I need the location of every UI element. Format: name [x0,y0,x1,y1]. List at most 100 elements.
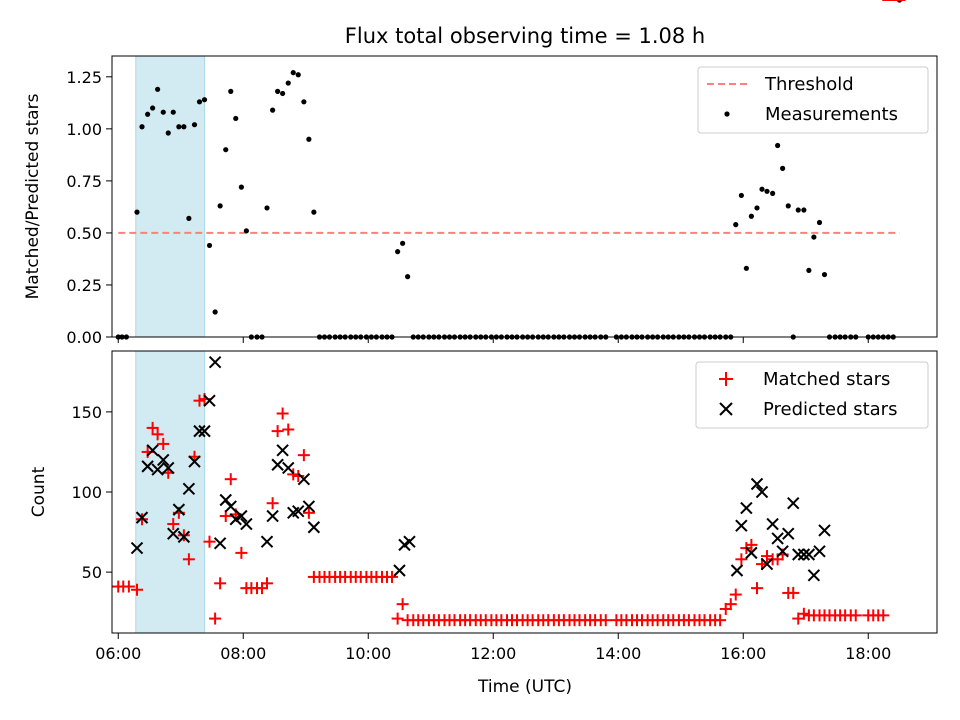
measurement-point [165,130,171,136]
y-tick-label: 150 [71,403,102,422]
measurement-point [395,249,401,255]
legend-matched-label: Matched stars [763,369,890,390]
matched-star-point [151,428,164,441]
predicted-star-point [240,517,253,531]
ratio-panel: 0.00 0.25 0.50 0.75 1.00 1.25 Matched/Predict… [23,0,938,347]
matched-star-point [209,612,222,625]
ratio-legend: Threshold Measurements [697,66,929,134]
measurement-point [743,265,749,271]
predicted-star-point [292,505,305,518]
measurement-point [780,165,786,171]
predicted-star-point [750,477,764,491]
matched-star-point [391,612,404,625]
matched-star-point [136,513,148,526]
measurement-point [275,88,281,94]
x-tick-label: 10:00 [345,644,391,663]
y-tick-label: 1.00 [66,120,102,139]
measurement-point [243,228,249,234]
measurement-point [139,124,145,130]
x-tick-label: 14:00 [595,644,641,663]
predicted-star-point [193,424,206,438]
measurement-point [795,207,801,213]
predicted-star-point [282,461,295,475]
measurement-points [115,0,903,340]
matched-star-point [282,423,295,436]
measurement-point [306,136,312,142]
measurement-point [290,70,296,76]
predicted-star-point [271,458,284,471]
matched-star-point [751,582,763,595]
predicted-star-point [203,394,216,407]
predicted-star-point [797,548,811,561]
matched-star-point [203,535,216,548]
measurement-point [801,207,807,213]
y-tick-label: 0.50 [66,224,102,243]
measurement-point [816,219,823,226]
measurement-point [228,88,234,94]
predicted-star-point [146,444,159,457]
x-tick-label: 16:00 [720,644,766,663]
measurement-point [821,271,828,278]
measurement-point [754,205,760,211]
matched-star-point [735,553,748,566]
measurement-point [155,86,161,92]
measurement-point [134,209,140,215]
predicted-star-point [818,524,831,537]
legend-matched-swatch [719,372,733,386]
matched-star-point [729,588,742,601]
ratio-legend-box [697,66,929,134]
matched-star-point [724,598,737,611]
legend-measurements-label: Measurements [765,104,898,125]
measurement-point [270,107,276,113]
y-tick-label: 0.25 [66,276,102,295]
y-tick-label: 50 [82,563,102,582]
measurement-point [770,190,776,196]
measurement-point [186,215,192,221]
measurement-point [400,240,406,246]
measurement-point [311,209,317,215]
matched-star-point [122,580,135,593]
predicted-star-point [208,356,222,369]
predicted-star-point [229,513,242,526]
matched-star-point [157,437,170,450]
count-y-axis-label: Count [29,466,49,517]
ratio-y-axis-label: Matched/Predicted stars [23,93,43,299]
x-tick-label: 12:00 [470,644,516,663]
matched-star-point [386,570,398,583]
predicted-star-point [297,472,311,486]
predicted-star-point [151,463,164,476]
matched-stars-points [112,0,906,627]
chart-title: Flux total observing time = 1.08 h [345,24,705,48]
matched-star-point [214,577,227,590]
predicted-star-point [224,500,237,513]
matched-star-point [261,577,273,590]
matched-star-point [877,609,890,622]
predicted-star-point [182,482,196,496]
matched-star-point [276,407,289,420]
matched-star-point [302,506,315,519]
predicted-star-point [745,546,758,560]
measurement-point [264,205,270,211]
x-tick-label: 18:00 [845,644,891,663]
matched-star-point [787,586,800,599]
predicted-star-point [755,485,769,499]
predicted-star-point [198,424,211,438]
predicted-star-point [771,532,784,545]
measurement-point [176,124,182,130]
predicted-star-point [276,444,289,457]
matched-star-point [849,609,862,622]
predicted-star-point [177,530,191,544]
measurement-point [223,147,229,153]
predicted-star-point [782,527,795,540]
measurement-point [196,99,203,105]
measurement-point [150,105,156,111]
y-tick-label: 0.75 [66,172,102,191]
measurement-point [806,267,812,273]
measurement-point [775,142,781,149]
measurement-point [170,109,176,115]
legend-threshold-label: Threshold [764,74,854,95]
measurement-point [295,72,301,78]
measurement-point [238,184,244,190]
measurement-point [212,309,218,315]
